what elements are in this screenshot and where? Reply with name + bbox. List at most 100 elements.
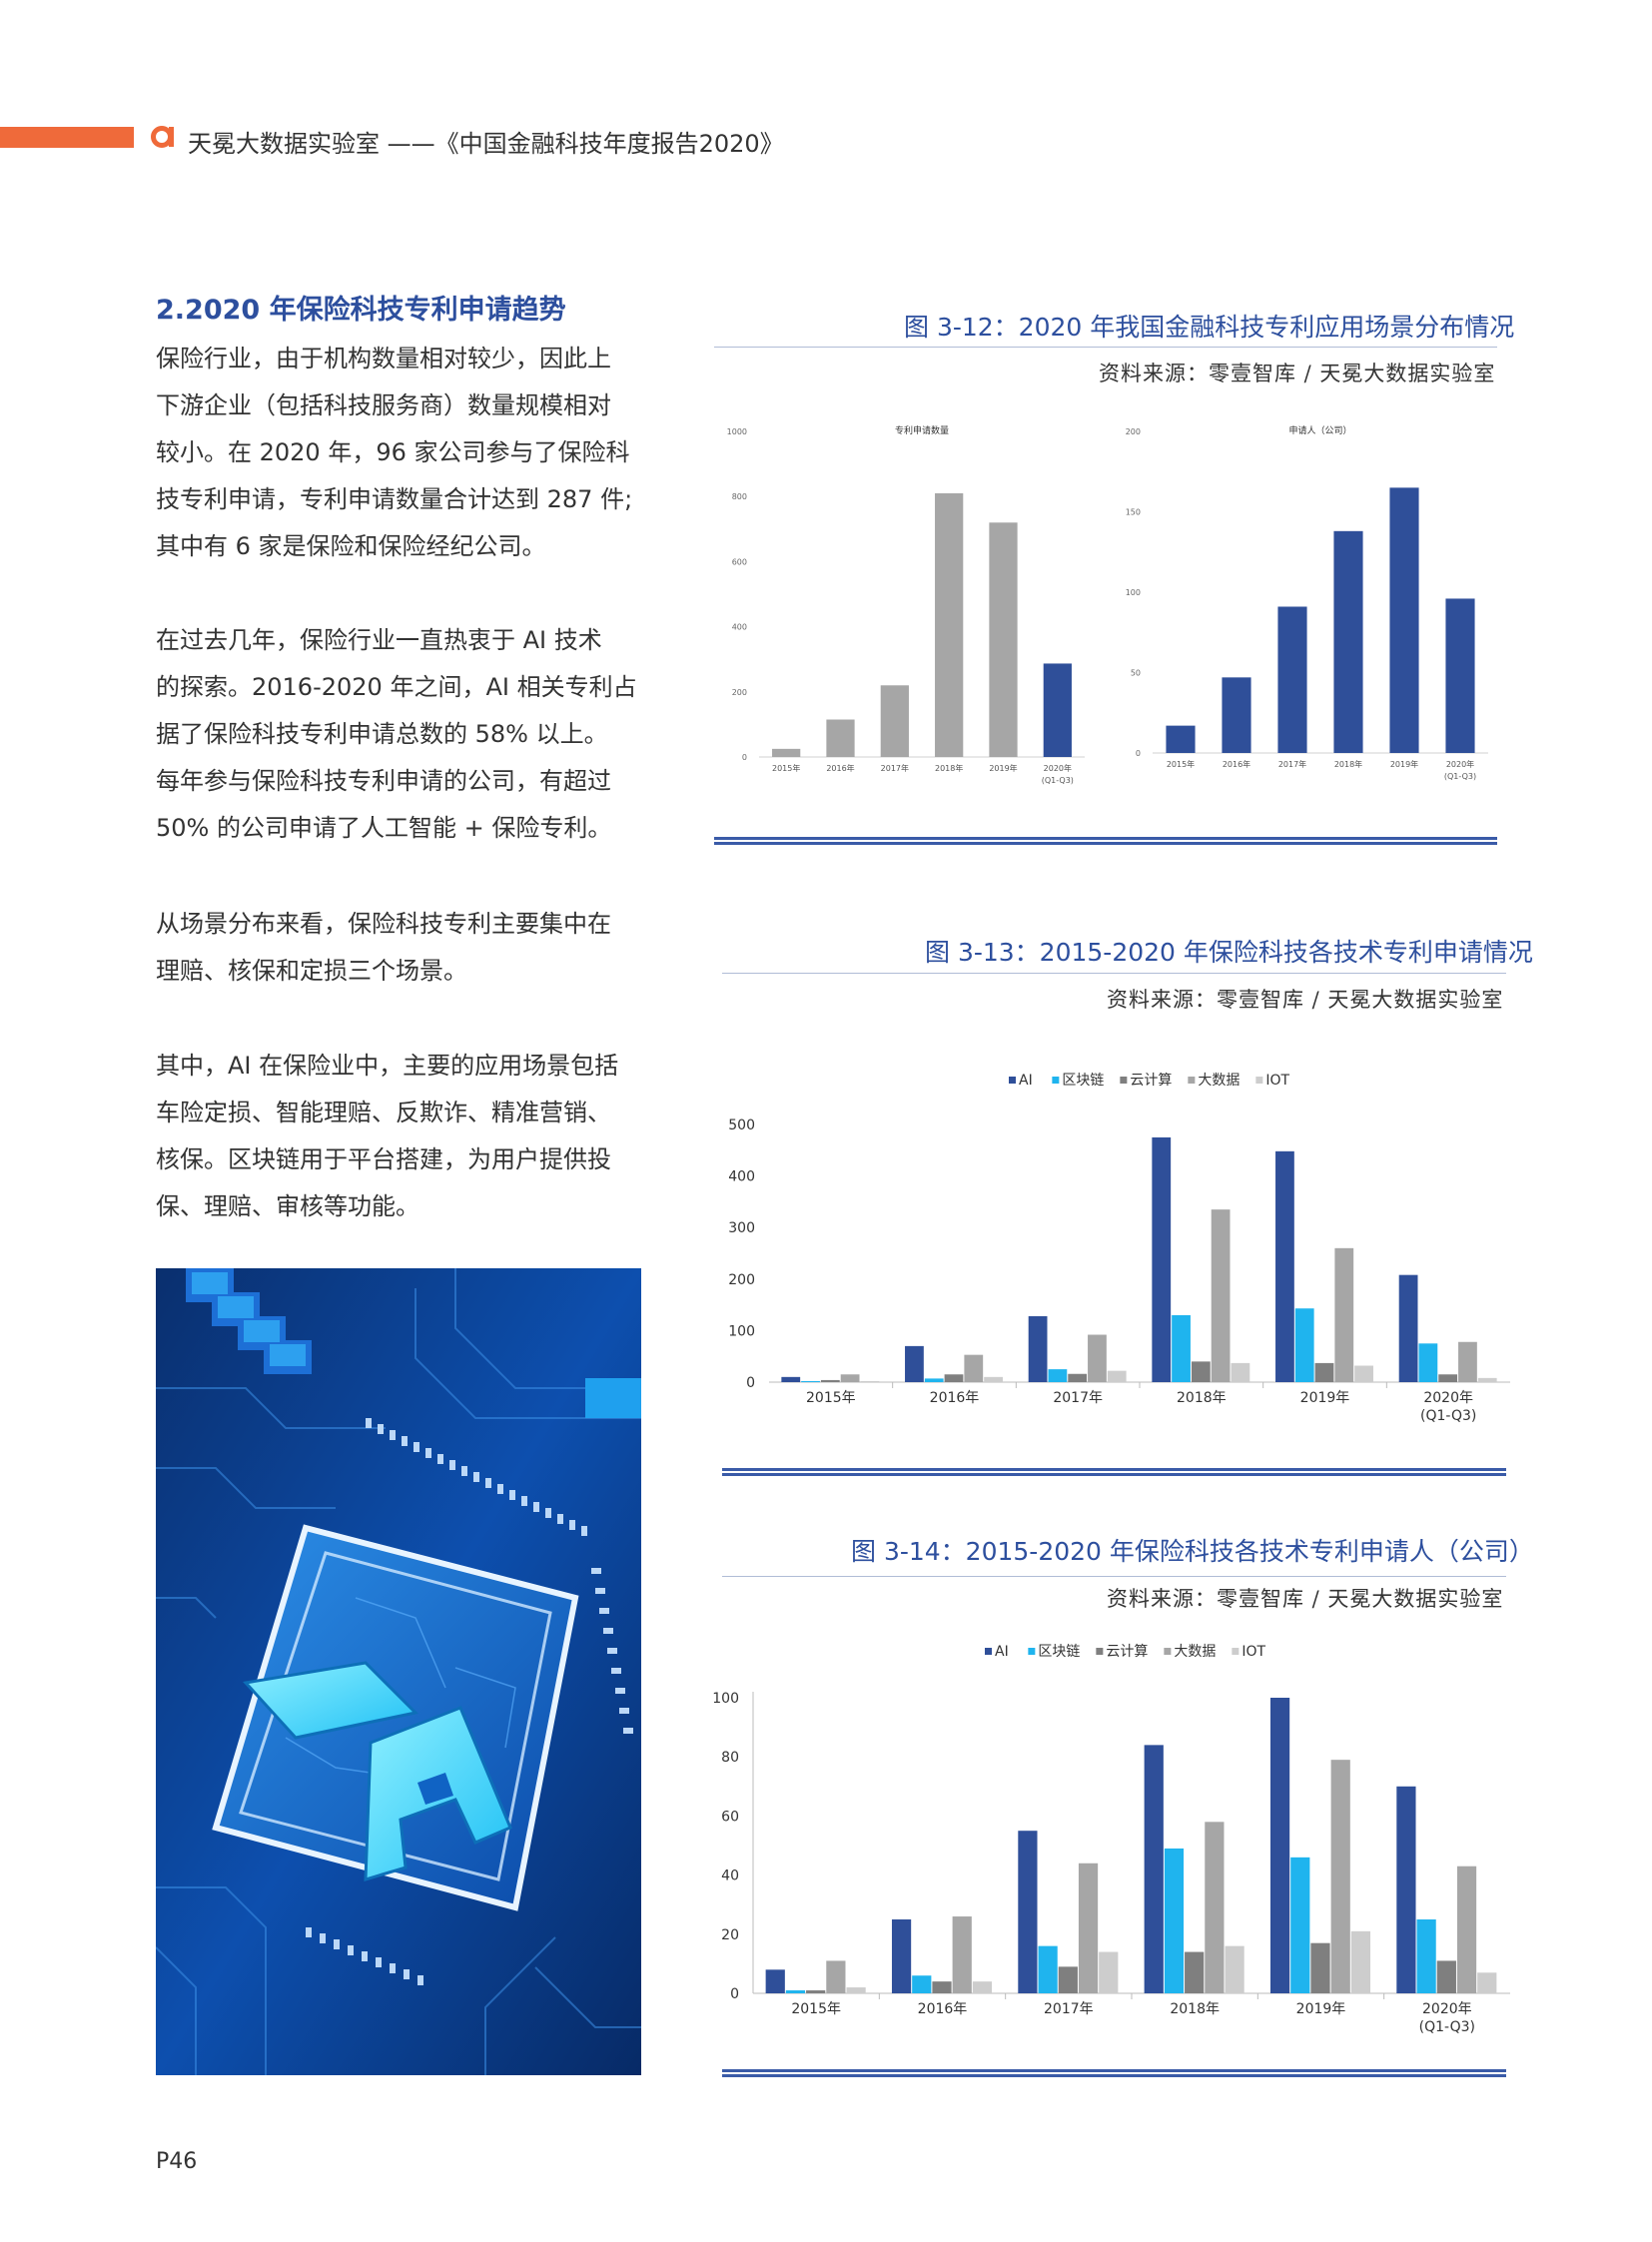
y-tick-label: 100	[728, 1323, 755, 1339]
x-tick-label: 2019年	[989, 763, 1017, 773]
figure-3-14-source: 资料来源：零壹智库 / 天冕大数据实验室	[1107, 1587, 1504, 1611]
bar	[781, 1376, 801, 1382]
x-tick-label: 2020年	[1446, 759, 1474, 769]
bar	[1068, 1373, 1088, 1382]
bar	[1028, 1315, 1048, 1382]
bar	[1310, 1942, 1330, 1993]
y-tick-label: 200	[728, 1272, 755, 1288]
x-tick-label: 2017年	[1044, 2001, 1094, 2017]
bar	[1438, 1374, 1458, 1382]
x-tick-label: 2016年	[826, 763, 854, 773]
legend-swatch	[1052, 1077, 1060, 1084]
bar	[1445, 598, 1475, 753]
bar	[1398, 1274, 1418, 1382]
figure-3-13-source: 资料来源：零壹智库 / 天冕大数据实验室	[1107, 988, 1504, 1012]
y-tick-label: 200	[732, 688, 747, 697]
legend-swatch	[1232, 1648, 1239, 1655]
chart-patent-count: 专利申请数量 0 200 400 600 800 1000 2015年 2016年 2017年 20…	[727, 424, 1085, 785]
legend-label: 区块链	[1062, 1073, 1104, 1089]
bar	[1144, 1745, 1164, 1993]
y-tick-label: 300	[728, 1220, 755, 1236]
bar	[1152, 1136, 1172, 1382]
chart-applicant-count: 申请人（公司） 0 50 100 150 200 2015年 2016年 2017年 2018年 2…	[1126, 424, 1488, 781]
bar	[826, 719, 855, 757]
x-tick-label: (Q1-Q3)	[1042, 776, 1074, 785]
bar	[1334, 1247, 1354, 1382]
legend-label: AI	[995, 1644, 1009, 1660]
bar	[964, 1354, 984, 1382]
y-tick-label: 400	[732, 623, 747, 632]
x-tick-label: 2018年	[935, 763, 963, 773]
legend-label: 大数据	[1174, 1644, 1216, 1660]
figure-3-12-title: 图 3-12：2020 年我国金融科技专利应用场景分布情况	[904, 313, 1515, 342]
text-line: 50% 的公司申请了人工智能 + 保险专利。	[156, 814, 612, 842]
bar	[801, 1380, 820, 1382]
bar	[1275, 1150, 1294, 1382]
bar	[1058, 1966, 1078, 1993]
legend-label: 大数据	[1198, 1073, 1239, 1089]
x-tick-label: 2016年	[1223, 759, 1250, 769]
x-tick-label: 2019年	[1296, 2001, 1346, 2017]
x-tick-label: 2019年	[1300, 1390, 1350, 1406]
y-tick-label: 40	[721, 1868, 739, 1884]
x-tick-label: 2020年	[1422, 2001, 1472, 2017]
text-line: 核保。区块链用于平台搭建，为用户提供投	[156, 1145, 611, 1173]
bar	[1185, 1951, 1205, 1993]
x-tick-label: 2017年	[1053, 1390, 1103, 1406]
page-number: P46	[156, 2149, 198, 2174]
bar	[1330, 1760, 1350, 1993]
bar	[1354, 1365, 1373, 1382]
bar	[765, 1969, 785, 1993]
bar	[932, 1981, 952, 1993]
y-tick-label: 500	[728, 1118, 755, 1133]
text-line: 车险定损、智能理赔、反欺诈、精准营销、	[156, 1099, 611, 1126]
y-tick-label: 400	[728, 1169, 755, 1185]
bar	[1231, 1362, 1250, 1382]
x-tick-label: 2020年	[1044, 763, 1072, 773]
legend-swatch	[1028, 1648, 1036, 1655]
y-tick-label: 100	[1126, 588, 1141, 597]
x-tick-label: 2020年	[1423, 1390, 1473, 1406]
bar	[952, 1916, 972, 1993]
bar	[944, 1374, 964, 1382]
y-tick-label: 20	[721, 1927, 739, 1943]
text-line: 其中有 6 家是保险和保险经纪公司。	[156, 532, 546, 560]
y-tick-label: 0	[746, 1375, 755, 1391]
bar	[935, 492, 964, 757]
chart-title: 专利申请数量	[895, 424, 949, 436]
y-tick-label: 0	[742, 753, 747, 762]
bar	[1333, 530, 1363, 753]
legend-swatch	[1164, 1648, 1172, 1655]
legend-swatch	[1096, 1648, 1104, 1655]
bar	[1107, 1370, 1127, 1382]
bar	[1436, 1960, 1456, 1993]
text-line: 的探索。2016-2020 年之间，AI 相关专利占	[156, 673, 637, 701]
bar	[880, 685, 909, 757]
bar	[1038, 1945, 1058, 1993]
bar	[1477, 1377, 1497, 1382]
text-line: 从场景分布来看，保险科技专利主要集中在	[156, 910, 611, 938]
text-line: 保险行业，由于机构数量相对较少，因此上	[156, 345, 611, 373]
figure-3-13-title: 图 3-13：2015-2020 年保险科技各技术专利申请情况	[925, 938, 1533, 967]
bar	[905, 1345, 924, 1382]
bar	[826, 1960, 846, 1993]
bar	[806, 1990, 826, 1993]
paragraph-4: 其中，AI 在保险业中，主要的应用场景包括 车险定损、智能理赔、反欺诈、精准营销…	[156, 1043, 645, 1230]
figure-3-13-bottom-rule	[722, 1468, 1506, 1476]
x-tick-label: (Q1-Q3)	[1419, 2019, 1475, 2035]
text-line: 其中，AI 在保险业中，主要的应用场景包括	[156, 1052, 619, 1080]
bar	[1416, 1919, 1436, 1993]
header-title: 天冕大数据实验室 ——《中国金融科技年度报告2020》	[188, 130, 784, 158]
bar	[1078, 1863, 1099, 1993]
legend-swatch	[1009, 1077, 1016, 1084]
x-tick-label: 2017年	[881, 763, 909, 773]
bar	[1222, 677, 1251, 753]
paragraph-1: 保险行业，由于机构数量相对较少，因此上 下游企业（包括科技服务商）数量规模相对 …	[156, 336, 645, 570]
bar	[1018, 1831, 1038, 1993]
bar	[1277, 606, 1307, 753]
legend-swatch	[1120, 1077, 1128, 1084]
bar	[1477, 1972, 1497, 1993]
bar	[772, 748, 801, 757]
legend-label: 云计算	[1106, 1644, 1148, 1660]
y-tick-label: 100	[712, 1691, 739, 1707]
